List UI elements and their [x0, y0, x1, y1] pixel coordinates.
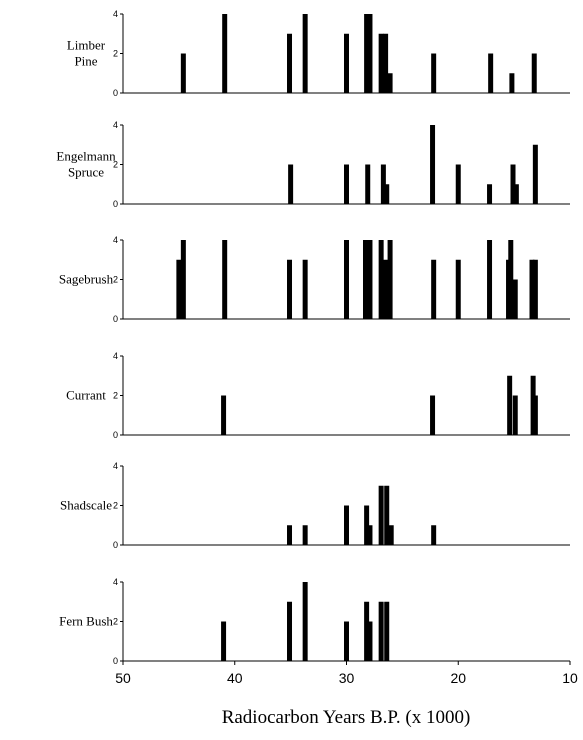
data-bar [529, 259, 535, 319]
data-bar [364, 601, 370, 661]
y-tick-label: 2 [113, 391, 118, 401]
y-tick-label: 2 [113, 275, 118, 285]
data-bar [513, 184, 519, 204]
y-tick-label: 4 [113, 235, 118, 245]
data-bar [222, 14, 228, 93]
species-label: Currant [66, 388, 106, 403]
data-bar [378, 33, 384, 93]
data-bar [365, 164, 371, 204]
x-tick-label: 40 [227, 670, 243, 686]
data-bar [430, 395, 436, 435]
data-bar [431, 525, 437, 545]
data-bar [431, 53, 437, 93]
data-bar [344, 33, 349, 93]
species-label: Shadscale [60, 498, 112, 513]
y-tick-label: 2 [113, 160, 118, 170]
data-bar [512, 395, 518, 435]
y-tick-label: 4 [113, 351, 118, 361]
data-bar [388, 525, 394, 545]
data-bar [344, 164, 349, 204]
y-tick-label: 4 [113, 9, 118, 19]
species-label: Engelmann [56, 149, 116, 164]
species-label: Pine [74, 54, 97, 69]
y-tick-label: 0 [113, 540, 118, 550]
data-bar [509, 73, 515, 93]
data-bar [455, 164, 461, 204]
y-tick-label: 4 [113, 577, 118, 587]
species-label: Limber [67, 38, 106, 53]
y-tick-label: 2 [113, 501, 118, 511]
y-tick-label: 4 [113, 120, 118, 130]
data-bar [302, 525, 308, 545]
data-bar [487, 240, 493, 319]
y-tick-label: 0 [113, 199, 118, 209]
data-bar [508, 240, 514, 319]
data-bar [302, 582, 308, 661]
data-bar [384, 184, 390, 204]
data-bar [384, 601, 390, 661]
y-tick-label: 4 [113, 461, 118, 471]
y-tick-label: 0 [113, 656, 118, 666]
y-tick-label: 2 [113, 617, 118, 627]
species-label: Spruce [68, 165, 104, 180]
data-bar [507, 375, 513, 435]
x-tick-label: 30 [339, 670, 355, 686]
data-bar [180, 53, 186, 93]
x-tick-label: 10 [562, 670, 578, 686]
y-tick-label: 0 [113, 88, 118, 98]
data-bar [531, 53, 537, 93]
data-bar [431, 259, 437, 319]
data-bar [383, 259, 389, 319]
data-bar [221, 395, 227, 435]
data-bar [344, 621, 349, 661]
data-bar [302, 259, 308, 319]
data-bar [367, 621, 373, 661]
y-tick-label: 2 [113, 49, 118, 59]
data-bar [532, 395, 538, 435]
data-bar [383, 33, 389, 93]
data-bar [378, 240, 384, 319]
data-bar [430, 125, 436, 204]
data-bar [512, 279, 518, 319]
y-tick-label: 0 [113, 430, 118, 440]
data-bar [387, 73, 393, 93]
data-bar [367, 525, 373, 545]
data-bar [364, 505, 370, 545]
data-bar [287, 33, 293, 93]
species-label: Sagebrush [59, 272, 114, 287]
data-bar [367, 240, 373, 319]
data-bar [378, 601, 384, 661]
data-bar [344, 240, 349, 319]
data-bar [302, 14, 308, 93]
data-bar [455, 259, 461, 319]
data-bar [287, 525, 293, 545]
data-bar [488, 53, 494, 93]
species-label: Fern Bush [59, 614, 113, 629]
data-bar [364, 14, 370, 93]
data-bar [288, 164, 294, 204]
data-bar [487, 184, 493, 204]
data-bar [176, 259, 182, 319]
data-bar [180, 240, 186, 319]
data-bar [532, 259, 538, 319]
data-bar [387, 240, 393, 319]
data-bar [287, 601, 293, 661]
data-bar [367, 14, 373, 93]
data-bar [222, 240, 228, 319]
data-bar [380, 164, 386, 204]
y-tick-label: 0 [113, 314, 118, 324]
data-bar [384, 485, 390, 545]
data-bar [362, 240, 368, 319]
data-bar [510, 164, 516, 204]
x-axis-title: Radiocarbon Years B.P. (x 1000) [222, 707, 471, 728]
data-bar [344, 505, 349, 545]
x-tick-label: 50 [115, 670, 131, 686]
data-bar [287, 259, 293, 319]
data-bar [221, 621, 227, 661]
data-bar [378, 485, 384, 545]
data-bar [532, 144, 538, 204]
x-tick-label: 20 [450, 670, 466, 686]
